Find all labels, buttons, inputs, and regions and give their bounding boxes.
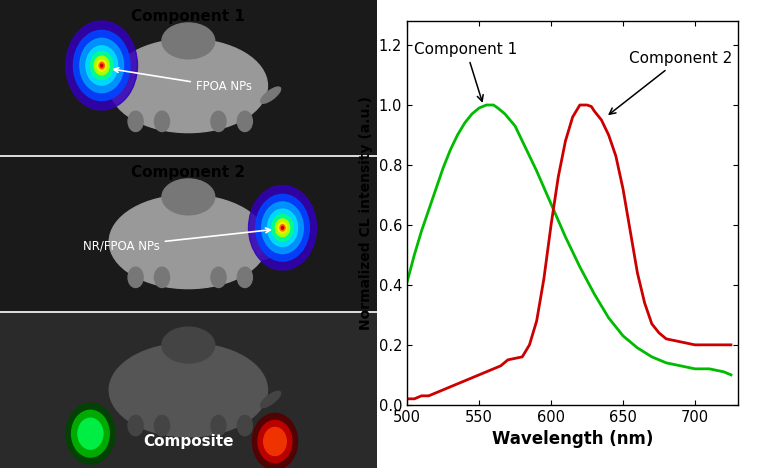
Text: Composite: Composite xyxy=(143,434,234,449)
Circle shape xyxy=(74,30,130,101)
Bar xyxy=(0,312,377,468)
Circle shape xyxy=(263,427,286,455)
Circle shape xyxy=(282,227,284,229)
Ellipse shape xyxy=(154,111,170,132)
Ellipse shape xyxy=(154,416,170,436)
Ellipse shape xyxy=(128,267,143,287)
Circle shape xyxy=(80,38,123,93)
Ellipse shape xyxy=(110,343,267,437)
Text: FPOA NPs: FPOA NPs xyxy=(114,68,252,94)
Ellipse shape xyxy=(162,327,215,363)
X-axis label: Wavelength (nm): Wavelength (nm) xyxy=(492,430,654,448)
Circle shape xyxy=(253,413,298,468)
Text: Component 1: Component 1 xyxy=(414,42,517,102)
Ellipse shape xyxy=(237,267,253,287)
Circle shape xyxy=(258,420,292,462)
Ellipse shape xyxy=(261,243,281,259)
Ellipse shape xyxy=(128,111,143,132)
Circle shape xyxy=(267,209,298,247)
Ellipse shape xyxy=(110,195,267,289)
Bar xyxy=(0,312,377,468)
Ellipse shape xyxy=(261,87,281,103)
Text: Component 2: Component 2 xyxy=(132,165,245,180)
Circle shape xyxy=(94,56,110,75)
Ellipse shape xyxy=(211,416,226,436)
Circle shape xyxy=(66,21,138,110)
Circle shape xyxy=(66,403,115,464)
Circle shape xyxy=(78,418,103,449)
Ellipse shape xyxy=(128,416,143,436)
Ellipse shape xyxy=(237,416,253,436)
Ellipse shape xyxy=(110,39,267,132)
Circle shape xyxy=(72,410,110,457)
Circle shape xyxy=(262,202,304,254)
Ellipse shape xyxy=(154,267,170,287)
Ellipse shape xyxy=(211,111,226,132)
Ellipse shape xyxy=(261,391,281,408)
Circle shape xyxy=(256,194,310,261)
Circle shape xyxy=(272,214,293,241)
Circle shape xyxy=(279,222,287,233)
Bar xyxy=(0,156,377,312)
Circle shape xyxy=(275,219,290,237)
Circle shape xyxy=(99,62,104,69)
Bar xyxy=(0,0,377,156)
Ellipse shape xyxy=(237,111,253,132)
Circle shape xyxy=(86,46,117,85)
Text: Component 2: Component 2 xyxy=(610,51,732,114)
Ellipse shape xyxy=(162,23,215,59)
Y-axis label: Normalized CL intensity (a.u.): Normalized CL intensity (a.u.) xyxy=(359,96,373,330)
Circle shape xyxy=(100,64,103,67)
Ellipse shape xyxy=(162,179,215,215)
Circle shape xyxy=(249,185,317,270)
Ellipse shape xyxy=(211,267,226,287)
Circle shape xyxy=(91,51,113,80)
Circle shape xyxy=(97,60,107,71)
Circle shape xyxy=(280,225,285,231)
Text: Component 1: Component 1 xyxy=(132,9,245,24)
Text: NR/FPOA NPs: NR/FPOA NPs xyxy=(83,228,270,253)
